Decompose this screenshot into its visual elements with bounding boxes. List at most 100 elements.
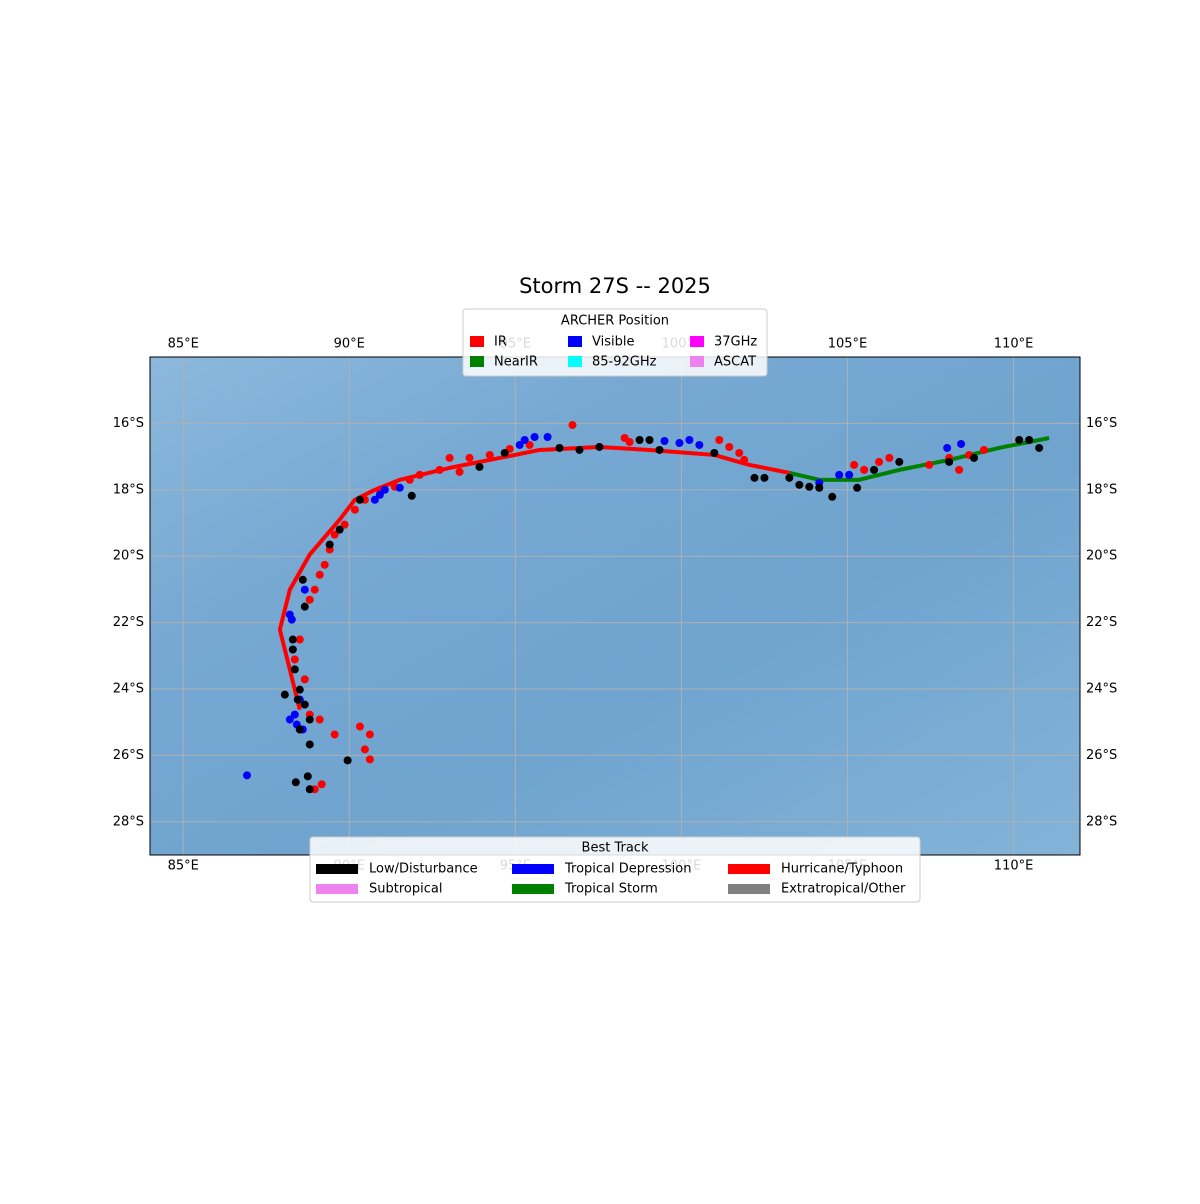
fix-point — [310, 585, 319, 594]
legend-swatch — [690, 356, 704, 367]
x-tick-label: 105°E — [828, 337, 868, 352]
legend-swatch — [568, 336, 582, 347]
fix-point — [285, 715, 294, 724]
legend-swatch — [316, 864, 358, 874]
fix-point — [655, 445, 664, 454]
fix-point — [885, 453, 894, 462]
legend-swatch — [728, 884, 770, 894]
fix-point — [530, 433, 539, 442]
legend-label: Tropical Storm — [564, 882, 658, 897]
legend-swatch — [512, 884, 554, 894]
fix-point — [435, 465, 444, 474]
legend-swatch — [470, 336, 484, 347]
y-tick-label: 16°S — [113, 416, 144, 431]
y-tick-label: 22°S — [1086, 615, 1117, 630]
fix-point — [853, 483, 862, 492]
chart-title: Storm 27S -- 2025 — [519, 274, 711, 298]
legend-swatch — [512, 864, 554, 874]
legend-label: 37GHz — [714, 335, 757, 350]
fix-point — [970, 453, 979, 462]
fix-point — [455, 467, 464, 476]
fix-point — [735, 448, 744, 457]
legend-label: 85-92GHz — [592, 355, 657, 370]
fix-point — [305, 595, 314, 604]
fix-point — [242, 771, 251, 780]
fix-point — [305, 785, 314, 794]
fix-point — [298, 575, 307, 584]
fix-point — [575, 445, 584, 454]
fix-point — [300, 602, 309, 611]
fix-point — [407, 491, 416, 500]
fix-point — [805, 482, 814, 491]
legend-title: ARCHER Position — [561, 314, 669, 329]
fix-point — [685, 436, 694, 444]
y-tick-label: 22°S — [113, 615, 144, 630]
fix-point — [360, 745, 369, 754]
legend-label: ASCAT — [714, 355, 756, 370]
fix-point — [625, 437, 634, 446]
fix-point — [290, 710, 299, 719]
fix-point — [760, 473, 769, 482]
fix-point — [675, 438, 684, 447]
fix-point — [325, 540, 334, 549]
y-tick-label: 20°S — [113, 549, 144, 564]
x-tick-label: 85°E — [168, 859, 199, 874]
fix-point — [945, 457, 954, 466]
legend-swatch — [316, 884, 358, 894]
fix-point — [595, 442, 604, 451]
fix-point — [785, 473, 794, 482]
fix-point — [568, 421, 577, 430]
fix-point — [715, 436, 724, 444]
fix-point — [740, 455, 749, 464]
fix-point — [875, 457, 884, 466]
fix-point — [475, 462, 484, 471]
fix-point — [375, 490, 384, 499]
fix-point — [370, 495, 379, 504]
legend-label: Tropical Depression — [564, 862, 691, 877]
fix-point — [645, 436, 654, 444]
fix-point — [340, 520, 349, 529]
fix-point — [750, 473, 759, 482]
fix-point — [860, 465, 869, 474]
fix-point — [815, 483, 824, 492]
track-segment — [277, 444, 790, 711]
fix-point — [980, 445, 989, 454]
fix-point — [343, 756, 352, 765]
fix-point — [365, 730, 374, 739]
fix-point — [287, 615, 296, 624]
fix-point — [330, 530, 339, 539]
fix-point — [380, 485, 389, 494]
fix-point — [300, 700, 309, 709]
fix-point — [943, 443, 952, 452]
fix-point — [320, 560, 329, 569]
y-tick-label: 24°S — [113, 682, 144, 697]
fix-point — [288, 635, 297, 644]
legend-label: Extratropical/Other — [781, 882, 906, 897]
legend-swatch — [568, 356, 582, 367]
fix-point — [1015, 436, 1024, 444]
fix-point — [315, 570, 324, 579]
fix-point — [795, 480, 804, 489]
fix-point — [895, 457, 904, 466]
fix-point — [288, 645, 297, 654]
fix-point — [415, 470, 424, 479]
fix-point — [835, 470, 844, 479]
legend-label: Hurricane/Typhoon — [781, 862, 903, 877]
fix-point — [525, 440, 534, 449]
legend-title: Best Track — [582, 841, 649, 856]
fix-point — [710, 448, 719, 457]
fix-point — [555, 443, 564, 452]
fix-point — [300, 675, 309, 684]
y-tick-label: 28°S — [1086, 814, 1117, 829]
fix-point — [845, 470, 854, 479]
legend-swatch — [690, 336, 704, 347]
fix-point — [955, 465, 964, 474]
fix-point — [405, 475, 414, 484]
fix-point — [293, 695, 302, 704]
y-tick-label: 26°S — [113, 748, 144, 763]
fix-point — [635, 436, 644, 444]
fix-point — [350, 505, 359, 514]
fix-point — [295, 635, 304, 644]
legend-label: Visible — [592, 335, 634, 350]
fix-point — [305, 740, 314, 749]
